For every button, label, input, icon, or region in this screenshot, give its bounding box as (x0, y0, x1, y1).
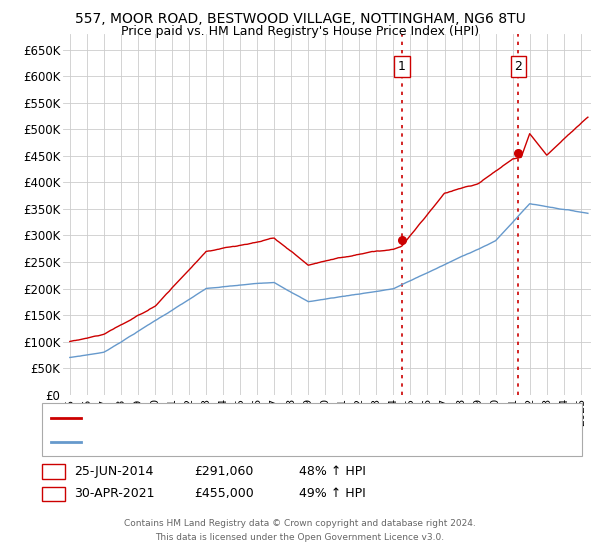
Text: 49% ↑ HPI: 49% ↑ HPI (299, 487, 365, 501)
Text: 25-JUN-2014: 25-JUN-2014 (74, 465, 153, 478)
Text: HPI: Average price, detached house, Gedling: HPI: Average price, detached house, Gedl… (87, 437, 331, 447)
Text: Contains HM Land Registry data © Crown copyright and database right 2024.: Contains HM Land Registry data © Crown c… (124, 519, 476, 528)
Text: 557, MOOR ROAD, BESTWOOD VILLAGE, NOTTINGHAM, NG6 8TU (detached house): 557, MOOR ROAD, BESTWOOD VILLAGE, NOTTIN… (87, 413, 542, 423)
Text: 2: 2 (49, 487, 58, 501)
Text: 48% ↑ HPI: 48% ↑ HPI (299, 465, 365, 478)
Text: 557, MOOR ROAD, BESTWOOD VILLAGE, NOTTINGHAM, NG6 8TU: 557, MOOR ROAD, BESTWOOD VILLAGE, NOTTIN… (74, 12, 526, 26)
Text: 30-APR-2021: 30-APR-2021 (74, 487, 154, 501)
Text: 1: 1 (398, 60, 406, 73)
Text: 2: 2 (514, 60, 522, 73)
Text: £291,060: £291,060 (194, 465, 253, 478)
Text: £455,000: £455,000 (194, 487, 254, 501)
Text: Price paid vs. HM Land Registry's House Price Index (HPI): Price paid vs. HM Land Registry's House … (121, 25, 479, 38)
Text: This data is licensed under the Open Government Licence v3.0.: This data is licensed under the Open Gov… (155, 533, 445, 542)
Text: 1: 1 (49, 465, 58, 478)
